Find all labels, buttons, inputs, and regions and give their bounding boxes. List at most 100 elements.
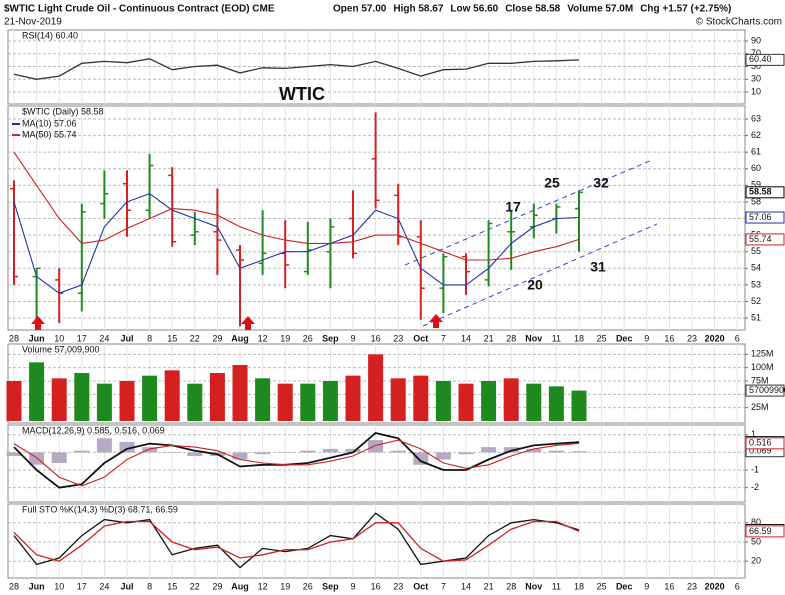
bar	[29, 362, 45, 421]
x-tick-label: 25	[597, 333, 607, 343]
bar	[571, 390, 587, 421]
wave-label: 20	[527, 277, 543, 293]
bar	[368, 354, 384, 421]
y-tick-label: 30	[751, 74, 761, 84]
panel-title: $WTIC (Daily) 58.58	[22, 106, 104, 116]
x-tick-label: 23	[687, 581, 697, 591]
bar	[345, 375, 361, 421]
bar	[368, 440, 384, 453]
bar	[526, 448, 542, 453]
bar	[571, 451, 587, 453]
y-tick-label: 59	[751, 180, 761, 190]
y-tick-label: 80	[751, 517, 761, 527]
wave-label: 31	[590, 259, 606, 275]
quote-item: Low 56.60	[450, 4, 498, 15]
x-tick-label: 22	[190, 581, 200, 591]
value-tag-box	[745, 525, 785, 538]
wave-label: 17	[505, 199, 521, 215]
x-tick-label: 6	[735, 581, 740, 591]
bar	[96, 383, 112, 421]
y-tick-label: 25M	[751, 402, 769, 412]
x-tick-label: 28	[9, 581, 19, 591]
x-tick-label: Aug	[231, 333, 249, 343]
value-tag: 0.516	[749, 438, 772, 448]
series-line	[13, 520, 580, 562]
bar	[6, 452, 22, 456]
value-tag-box	[745, 211, 785, 224]
panel-frame	[7, 503, 746, 579]
value-tag-box	[745, 437, 785, 450]
x-tick-label: 12	[258, 581, 268, 591]
legend-label: MA(50) 55.74	[22, 129, 77, 139]
bar	[51, 452, 67, 463]
signal-arrow	[429, 314, 443, 328]
x-tick-label: Nov	[525, 581, 542, 591]
x-tick-label: 14	[461, 581, 471, 591]
value-tag: 57009900	[749, 385, 785, 395]
x-tick-label: 26	[303, 333, 313, 343]
x-tick-label: 8	[147, 333, 152, 343]
x-tick-label: Oct	[413, 333, 428, 343]
x-tick-label: 9	[350, 581, 355, 591]
x-tick-label: 23	[393, 581, 403, 591]
bar	[142, 375, 158, 421]
y-tick-label: 61	[751, 147, 761, 157]
value-tag: 58.58	[749, 187, 772, 197]
y-tick-label: 90	[751, 35, 761, 45]
x-tick-label: Jul	[120, 581, 133, 591]
y-tick-label: 1	[751, 429, 756, 439]
bar	[526, 383, 542, 421]
x-tick-label: 19	[280, 581, 290, 591]
value-tag: 57.06	[749, 212, 772, 222]
bar	[435, 381, 451, 421]
bar	[458, 383, 474, 421]
y-tick-label: -1	[751, 464, 759, 474]
y-tick-label: 70	[751, 48, 761, 58]
x-tick-label: 15	[167, 333, 177, 343]
x-tick-label: 29	[212, 581, 222, 591]
panel-frame	[7, 424, 746, 503]
panel-title: Full STO %K(14,3) %D(3) 68.71, 66.59	[22, 504, 178, 514]
y-tick-label: 53	[751, 279, 761, 289]
x-tick-label: 14	[461, 333, 471, 343]
x-tick-label: 10	[54, 333, 64, 343]
bar	[74, 373, 90, 421]
value-tag: 60.40	[749, 54, 772, 64]
x-tick-label: 9	[644, 581, 649, 591]
y-tick-label: 51	[751, 312, 761, 322]
x-tick-label: 22	[190, 333, 200, 343]
y-tick-label: 58	[751, 196, 761, 206]
x-tick-label: 16	[371, 581, 381, 591]
value-tag: 66.59	[749, 526, 772, 536]
x-tick-label: Aug	[231, 581, 249, 591]
x-tick-label: Dec	[616, 333, 633, 343]
x-tick-label: 24	[99, 333, 109, 343]
y-tick-label: 20	[751, 556, 761, 566]
bar	[413, 375, 429, 421]
value-tag-box	[745, 384, 785, 397]
bar	[503, 378, 519, 421]
bar	[164, 370, 180, 421]
x-tick-label: 11	[552, 333, 561, 343]
value-tag: 0.069	[749, 446, 772, 456]
signal-arrow	[31, 316, 45, 330]
x-tick-label: 15	[167, 581, 177, 591]
y-tick-label: 54	[751, 263, 761, 273]
x-tick-label: 2020	[705, 333, 725, 343]
bar	[51, 378, 67, 421]
bar	[142, 447, 158, 453]
y-tick-label: 50	[751, 61, 761, 71]
bar	[209, 373, 225, 421]
y-tick-label: 100M	[751, 362, 774, 372]
y-tick-label: 60	[751, 163, 761, 173]
bar	[435, 452, 451, 460]
x-tick-label: Dec	[616, 581, 633, 591]
x-tick-label: 7	[441, 333, 446, 343]
series-line	[13, 192, 580, 294]
x-tick-label: 9	[644, 333, 649, 343]
series-line	[13, 432, 580, 489]
bar	[232, 365, 248, 421]
y-tick-label: 62	[751, 130, 761, 140]
x-tick-label: 29	[212, 333, 222, 343]
